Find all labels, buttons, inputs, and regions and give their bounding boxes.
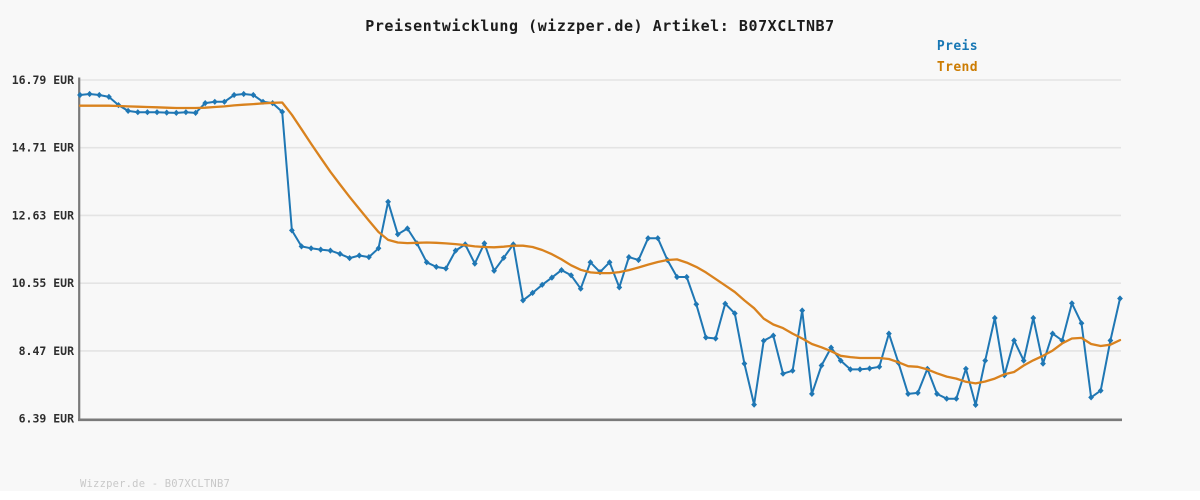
series-trend-line	[78, 101, 1122, 385]
chart-title: Preisentwicklung (wizzper.de) Artikel: B…	[365, 17, 835, 35]
footer-bar	[0, 491, 1200, 500]
series-preis-line	[79, 93, 1121, 406]
y-axis-tick-label: 14.71 EUR	[12, 141, 74, 155]
y-axis-tick-label: 6.39 EUR	[19, 412, 74, 426]
y-axis-tick-label: 16.79 EUR	[12, 73, 74, 87]
legend-label-trend: Trend	[936, 60, 978, 75]
series-preis-markers	[77, 90, 1123, 409]
legend-label-preis: Preis	[936, 39, 978, 54]
y-axis-tick-label: 10.55 EUR	[12, 276, 74, 290]
watermark-text: Wizzper.de - B07XCLTNB7	[80, 478, 230, 490]
y-axis-tick-label: 8.47 EUR	[19, 344, 74, 358]
y-axis-tick-label: 12.63 EUR	[12, 208, 74, 222]
